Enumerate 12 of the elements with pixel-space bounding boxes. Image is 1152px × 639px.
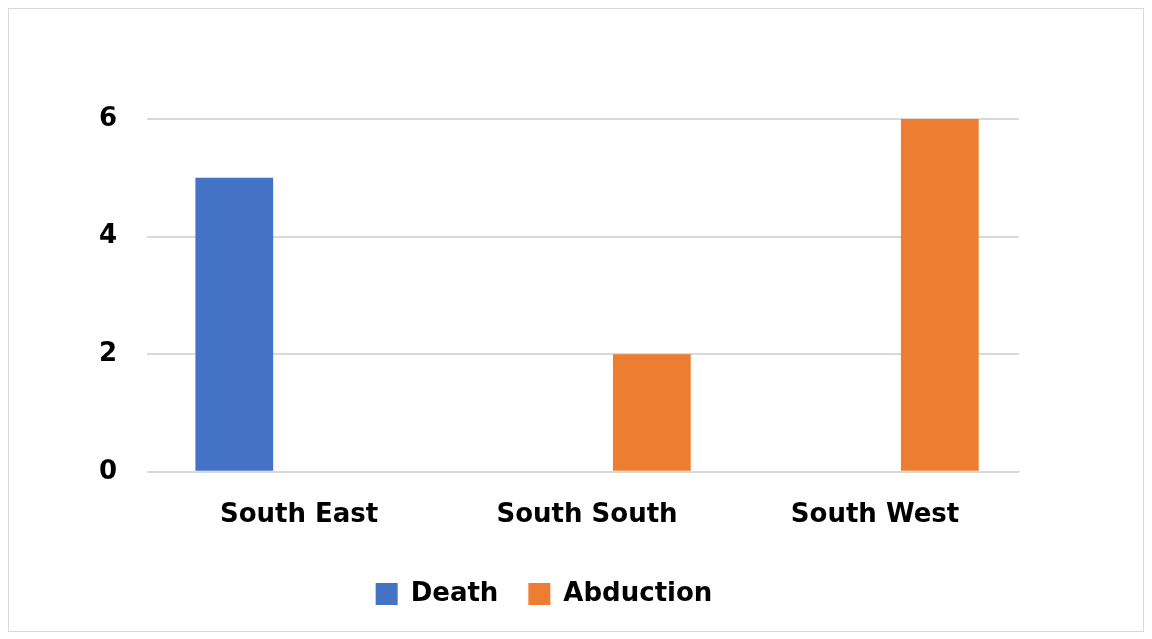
legend-label: Abduction xyxy=(563,576,713,607)
bar xyxy=(900,119,979,471)
legend-label: Death xyxy=(410,576,499,607)
x-tick-label: South South xyxy=(496,498,678,529)
y-tick-label: 2 xyxy=(99,336,118,367)
x-tick-label: South East xyxy=(219,498,379,529)
bar xyxy=(195,177,274,471)
bar xyxy=(612,354,691,471)
y-tick-label: 4 xyxy=(99,219,118,250)
x-tick-label: South West xyxy=(790,498,960,529)
y-tick-label: 6 xyxy=(99,101,118,132)
y-tick-label: 0 xyxy=(99,454,118,485)
